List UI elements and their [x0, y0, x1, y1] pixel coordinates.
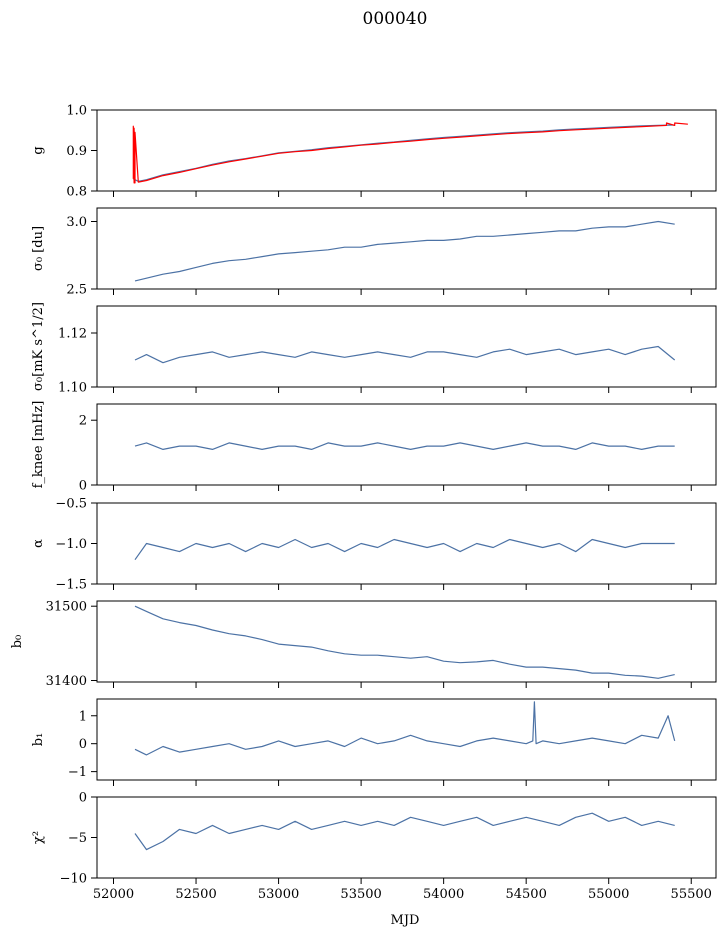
series-line-1 — [132, 122, 688, 184]
x-tick-label: 53000 — [258, 887, 299, 902]
x-tick-label: 55500 — [671, 887, 712, 902]
series-line-0 — [133, 124, 675, 182]
series-line-0 — [134, 220, 675, 282]
y-tick-label: 1.10 — [58, 381, 87, 396]
y-tick-label: −1 — [68, 765, 87, 780]
y-tick-label: −0.5 — [55, 497, 87, 512]
axes-frame — [96, 796, 717, 879]
figure-title: 000040 — [363, 9, 428, 29]
x-tick-label: 55000 — [588, 887, 629, 902]
y-axis-label: b₁ — [31, 733, 46, 747]
axes-frame — [96, 109, 717, 192]
y-tick-label: 3.0 — [66, 215, 87, 230]
panel-sigma0_mk: 1.10 1.12 σ₀[mK s^1/2] — [31, 302, 717, 396]
y-tick-label: 31400 — [46, 674, 87, 689]
series-line-0 — [134, 812, 675, 851]
y-tick-label: −1.5 — [55, 578, 87, 593]
panel-sigma0: 2.5 3.0 σ₀ [du] — [31, 207, 717, 298]
panel-g: 0.8 0.9 1.0 g — [31, 104, 717, 200]
y-axis-label: g — [31, 146, 46, 154]
y-tick-label: 0.8 — [66, 185, 87, 200]
panel-b1: −1 0 1 b₁ — [31, 698, 717, 786]
series-line-0 — [134, 605, 675, 679]
y-tick-label: 1.12 — [58, 327, 87, 342]
y-tick-label: 0 — [79, 479, 87, 494]
series-line-0 — [134, 701, 676, 756]
x-tick-label: 53500 — [340, 887, 381, 902]
series-line-0 — [134, 538, 675, 561]
y-axis-label: b₀ — [10, 635, 25, 649]
x-tick-label: 52500 — [175, 887, 216, 902]
y-tick-label: 0 — [79, 791, 87, 806]
axes-frame — [96, 403, 717, 486]
y-axis-label: σ₀[mK s^1/2] — [31, 302, 46, 391]
y-axis-label: σ₀ [du] — [31, 226, 46, 271]
x-tick-label: 52000 — [93, 887, 134, 902]
y-tick-label: −10 — [60, 872, 87, 887]
y-tick-label: 2 — [79, 414, 87, 429]
series-line-0 — [134, 345, 676, 364]
panels: 0.8 0.9 1.0 g 2.5 3.0 σ₀ [du] 1.10 1.12 σ₀[mK s^1… — [10, 104, 717, 902]
y-axis-label: f_knee [mHz] — [31, 401, 46, 489]
y-tick-label: 1 — [79, 709, 87, 724]
y-tick-label: −1.0 — [55, 537, 87, 552]
y-tick-label: 31500 — [46, 600, 87, 615]
x-tick-label: 54000 — [423, 887, 464, 902]
y-tick-label: −5 — [68, 831, 87, 846]
panel-chi2: −10 −5 0 52000 52500 53000 53500 54000 54500 5500… — [31, 791, 717, 902]
axes-frame — [96, 502, 717, 585]
x-axis-label: MJD — [391, 913, 420, 928]
axes-frame — [96, 698, 717, 781]
axes-frame — [96, 305, 717, 388]
panel-fknee: 0 2 f_knee [mHz] — [31, 401, 717, 494]
y-tick-label: 2.5 — [66, 283, 87, 298]
axes-frame — [96, 207, 717, 290]
axes-frame — [96, 600, 717, 683]
y-tick-label: 0.9 — [66, 144, 87, 159]
y-tick-label: 0 — [79, 737, 87, 752]
series-line-0 — [134, 442, 675, 450]
x-tick-label: 54500 — [505, 887, 546, 902]
panel-alpha: −1.5 −1.0 −0.5 α — [31, 497, 717, 593]
panel-b0: 31400 31500 b₀ — [10, 600, 717, 689]
y-tick-label: 1.0 — [66, 104, 87, 119]
y-axis-label: χ² — [31, 831, 46, 844]
y-axis-label: α — [31, 539, 46, 548]
